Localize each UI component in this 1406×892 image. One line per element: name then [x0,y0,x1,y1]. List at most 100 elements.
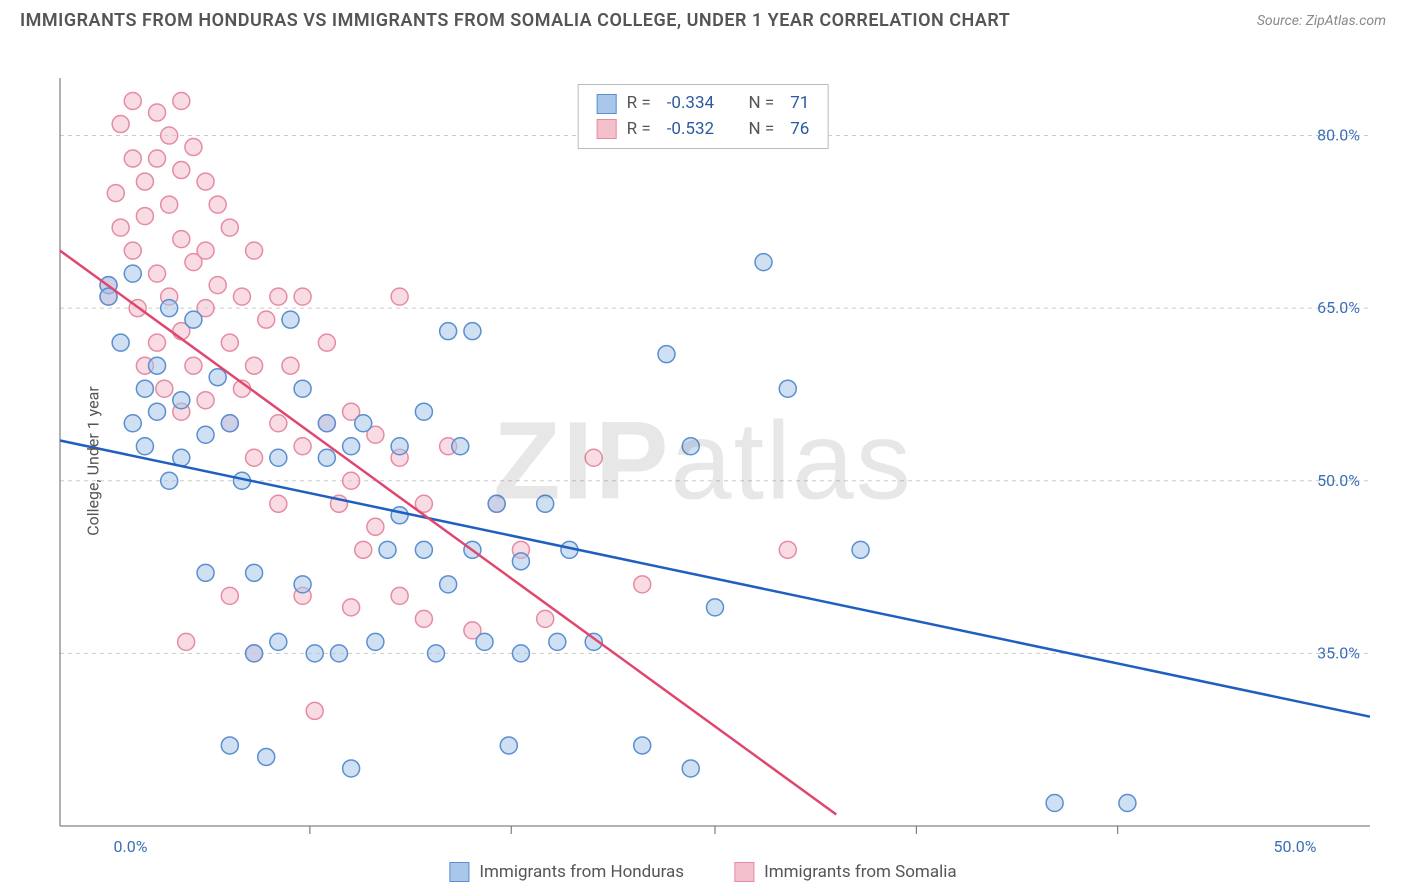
data-point [178,633,195,650]
legend-item: Immigrants from Somalia [734,862,957,882]
data-point [221,334,238,351]
data-point [852,541,869,558]
data-point [149,334,166,351]
header: IMMIGRANTS FROM HONDURAS VS IMMIGRANTS F… [0,0,1406,36]
svg-text:50.0%: 50.0% [1317,471,1360,490]
data-point [391,507,408,524]
data-point [779,380,796,397]
data-point [343,472,360,489]
data-point [755,254,772,271]
data-point [149,403,166,420]
data-point [270,495,287,512]
data-point [197,426,214,443]
svg-text:65.0%: 65.0% [1317,298,1360,317]
data-point [246,357,263,374]
data-point [156,380,173,397]
data-point [391,438,408,455]
data-point [161,472,178,489]
data-point [415,541,432,558]
data-point [185,357,202,374]
data-point [173,392,190,409]
legend-swatch [597,94,617,114]
data-point [221,415,238,432]
data-point [221,219,238,236]
data-point [197,242,214,259]
data-point [512,645,529,662]
chart-title: IMMIGRANTS FROM HONDURAS VS IMMIGRANTS F… [20,10,1010,31]
data-point [107,185,124,202]
data-point [500,737,517,754]
data-point [355,415,372,432]
data-point [318,449,335,466]
data-point [391,587,408,604]
data-point [258,311,275,328]
data-point [294,576,311,593]
data-point [476,633,493,650]
data-point [149,104,166,121]
data-point [161,127,178,144]
legend: Immigrants from Honduras Immigrants from … [449,862,956,882]
data-point [355,541,372,558]
data-point [707,599,724,616]
y-axis-label: College, Under 1 year [83,386,102,536]
data-point [270,288,287,305]
data-point [246,564,263,581]
data-point [512,553,529,570]
data-point [779,541,796,558]
data-point [124,415,141,432]
data-point [440,323,457,340]
data-point [537,610,554,627]
data-point [149,265,166,282]
svg-text:0.0%: 0.0% [114,837,148,856]
data-point [440,576,457,593]
data-point [488,495,505,512]
data-point [136,208,153,225]
data-point [209,369,226,386]
data-point [197,173,214,190]
legend-swatch [734,862,754,882]
data-point [585,449,602,466]
stats-row: R =-0.334 N =71 [597,91,810,117]
legend-label: Immigrants from Somalia [764,862,957,882]
data-point [149,150,166,167]
data-point [221,737,238,754]
data-point [173,93,190,110]
data-point [306,645,323,662]
legend-item: Immigrants from Honduras [449,862,684,882]
data-point [270,449,287,466]
data-point [634,576,651,593]
data-point [173,162,190,179]
data-point [294,438,311,455]
data-point [343,599,360,616]
data-point [464,323,481,340]
data-point [682,438,699,455]
data-point [112,116,129,133]
data-point [233,288,250,305]
data-point [246,645,263,662]
data-point [343,438,360,455]
scatter-chart: 35.0%50.0%65.0%80.0%0.0%50.0% [0,36,1406,856]
legend-label: Immigrants from Honduras [479,862,684,882]
data-point [197,564,214,581]
data-point [682,760,699,777]
data-point [197,392,214,409]
data-point [246,242,263,259]
data-point [415,403,432,420]
data-point [634,737,651,754]
svg-text:35.0%: 35.0% [1317,643,1360,662]
data-point [161,300,178,317]
data-point [209,196,226,213]
data-point [367,633,384,650]
source-label: Source: ZipAtlas.com [1257,13,1386,29]
data-point [185,139,202,156]
data-point [136,173,153,190]
data-point [379,541,396,558]
stats-row: R =-0.532 N =76 [597,117,810,143]
data-point [185,311,202,328]
data-point [452,438,469,455]
data-point [1046,794,1063,811]
data-point [136,380,153,397]
data-point [330,645,347,662]
data-point [221,587,238,604]
data-point [306,702,323,719]
